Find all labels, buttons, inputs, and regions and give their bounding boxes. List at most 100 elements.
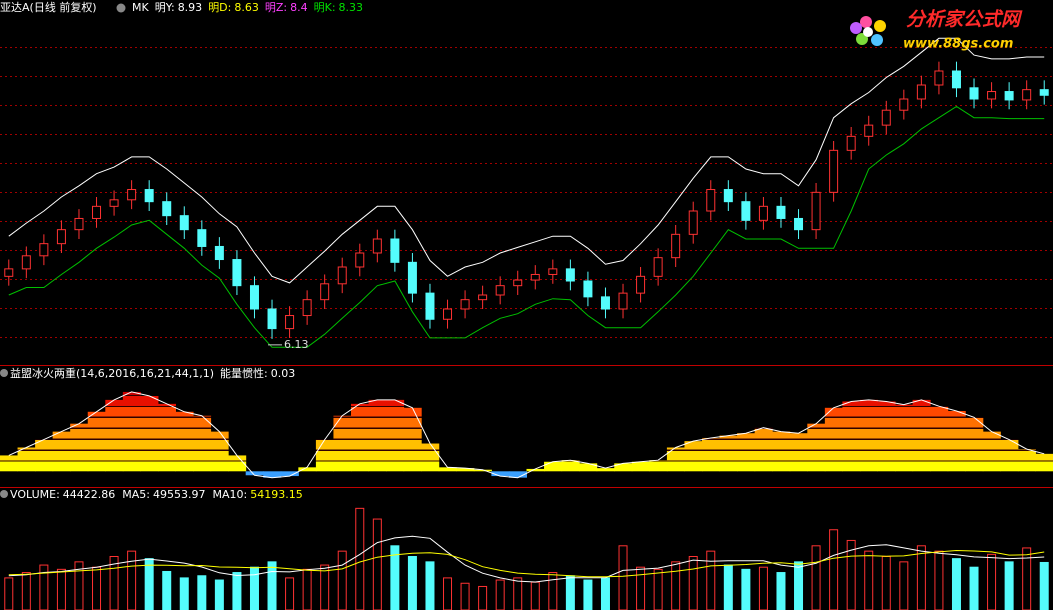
candle-body xyxy=(302,299,312,317)
energy-bar xyxy=(0,455,19,472)
volume-bar xyxy=(109,556,119,610)
energy-bar xyxy=(947,410,966,472)
indicator-value: 0.03 xyxy=(271,367,296,380)
energy-outline xyxy=(8,391,1045,479)
volume-bar xyxy=(706,550,716,610)
energy-bar xyxy=(719,435,738,472)
indicator-label: 明K: xyxy=(314,1,336,14)
indicator-title: 益盟冰火两重(14,6,2016,16,21,44,1,1) xyxy=(10,366,214,380)
candle-body xyxy=(372,238,382,254)
volume-bar xyxy=(741,568,751,610)
volume-bar xyxy=(969,566,979,610)
candle-body xyxy=(671,233,681,259)
energy-bar xyxy=(298,467,317,472)
volume-bar xyxy=(811,545,821,610)
energy-bar xyxy=(824,407,843,472)
energy-bar xyxy=(737,433,756,472)
volume-bar xyxy=(1004,561,1014,610)
candle-body xyxy=(56,229,66,245)
energy-bar xyxy=(403,407,422,472)
energy-bar xyxy=(649,460,668,472)
energy-bar xyxy=(508,471,527,478)
candle-body xyxy=(899,98,909,111)
volume-bar xyxy=(864,550,874,610)
energy-bar xyxy=(17,447,36,472)
energy-bar xyxy=(895,404,914,472)
energy-bar xyxy=(333,415,352,472)
candle-body xyxy=(951,70,961,89)
candle-body xyxy=(407,261,417,294)
volume-bar xyxy=(951,558,961,610)
energy-bar xyxy=(473,469,492,472)
candle-body xyxy=(688,210,698,235)
logo-title: 分析家公式网 xyxy=(906,9,1023,31)
energy-bar xyxy=(351,403,370,472)
candle-body xyxy=(846,135,856,151)
volume-bar xyxy=(127,550,137,610)
energy-bar xyxy=(772,431,791,472)
indicator-value: 54193.15 xyxy=(250,488,303,501)
volume-bar xyxy=(916,545,926,610)
volume-bar xyxy=(21,572,31,610)
volume-bar xyxy=(776,572,786,610)
volume-bar xyxy=(162,570,172,610)
energy-bar xyxy=(122,391,141,472)
energy-bar xyxy=(877,401,896,472)
energy-bar xyxy=(754,427,773,472)
volume-bar xyxy=(794,561,804,610)
candle-body xyxy=(495,285,505,296)
energy-bar xyxy=(684,441,703,472)
energy-bar xyxy=(315,439,334,472)
candle-body xyxy=(829,149,839,193)
volume-bar xyxy=(548,572,558,610)
volume-bar xyxy=(320,564,330,610)
indicator-label: MA5: xyxy=(122,488,150,501)
candle-body xyxy=(232,259,242,287)
energy-bar xyxy=(1017,449,1036,472)
energy-bar xyxy=(930,406,949,472)
candle-body xyxy=(600,296,610,310)
volume-bar xyxy=(987,553,997,610)
indicator-label: 明Y: xyxy=(155,1,175,14)
volume-bar xyxy=(285,577,295,610)
volume-bar xyxy=(56,568,66,610)
energy-bar xyxy=(245,471,264,476)
icon xyxy=(0,490,8,498)
candle-body xyxy=(1022,89,1032,101)
energy-bar xyxy=(280,471,299,477)
volume-bar xyxy=(881,556,891,610)
candle-body xyxy=(162,201,172,217)
energy-bar xyxy=(561,460,580,472)
candle-body xyxy=(214,245,224,261)
energy-bar xyxy=(386,399,405,472)
energy-bar xyxy=(807,423,826,472)
energy-bar xyxy=(544,461,563,472)
candle-body xyxy=(1039,89,1049,96)
energy-bar xyxy=(421,443,440,472)
candle-body xyxy=(179,215,189,231)
candle-body xyxy=(916,84,926,100)
volume-bar xyxy=(4,577,14,610)
volume-bar xyxy=(39,564,49,610)
energy-bar xyxy=(579,463,598,472)
candle-body xyxy=(127,189,137,201)
energy-bar xyxy=(210,431,229,472)
candle-body xyxy=(934,70,944,86)
volume-bar xyxy=(302,568,312,610)
energy-bar xyxy=(105,399,124,472)
indicator-label: MA10: xyxy=(213,488,248,501)
candle-body xyxy=(355,252,365,268)
candle-body xyxy=(249,285,259,310)
volume-bar xyxy=(723,564,733,610)
volume-bar xyxy=(1039,561,1049,610)
candle-body xyxy=(267,308,277,330)
energy-bar xyxy=(491,471,510,477)
candle-body xyxy=(39,243,49,257)
candle-body xyxy=(92,205,102,219)
indicator-label: 明D: xyxy=(208,1,231,14)
energy-bar xyxy=(368,399,387,472)
candle-body xyxy=(636,275,646,294)
candle-body xyxy=(478,294,488,301)
